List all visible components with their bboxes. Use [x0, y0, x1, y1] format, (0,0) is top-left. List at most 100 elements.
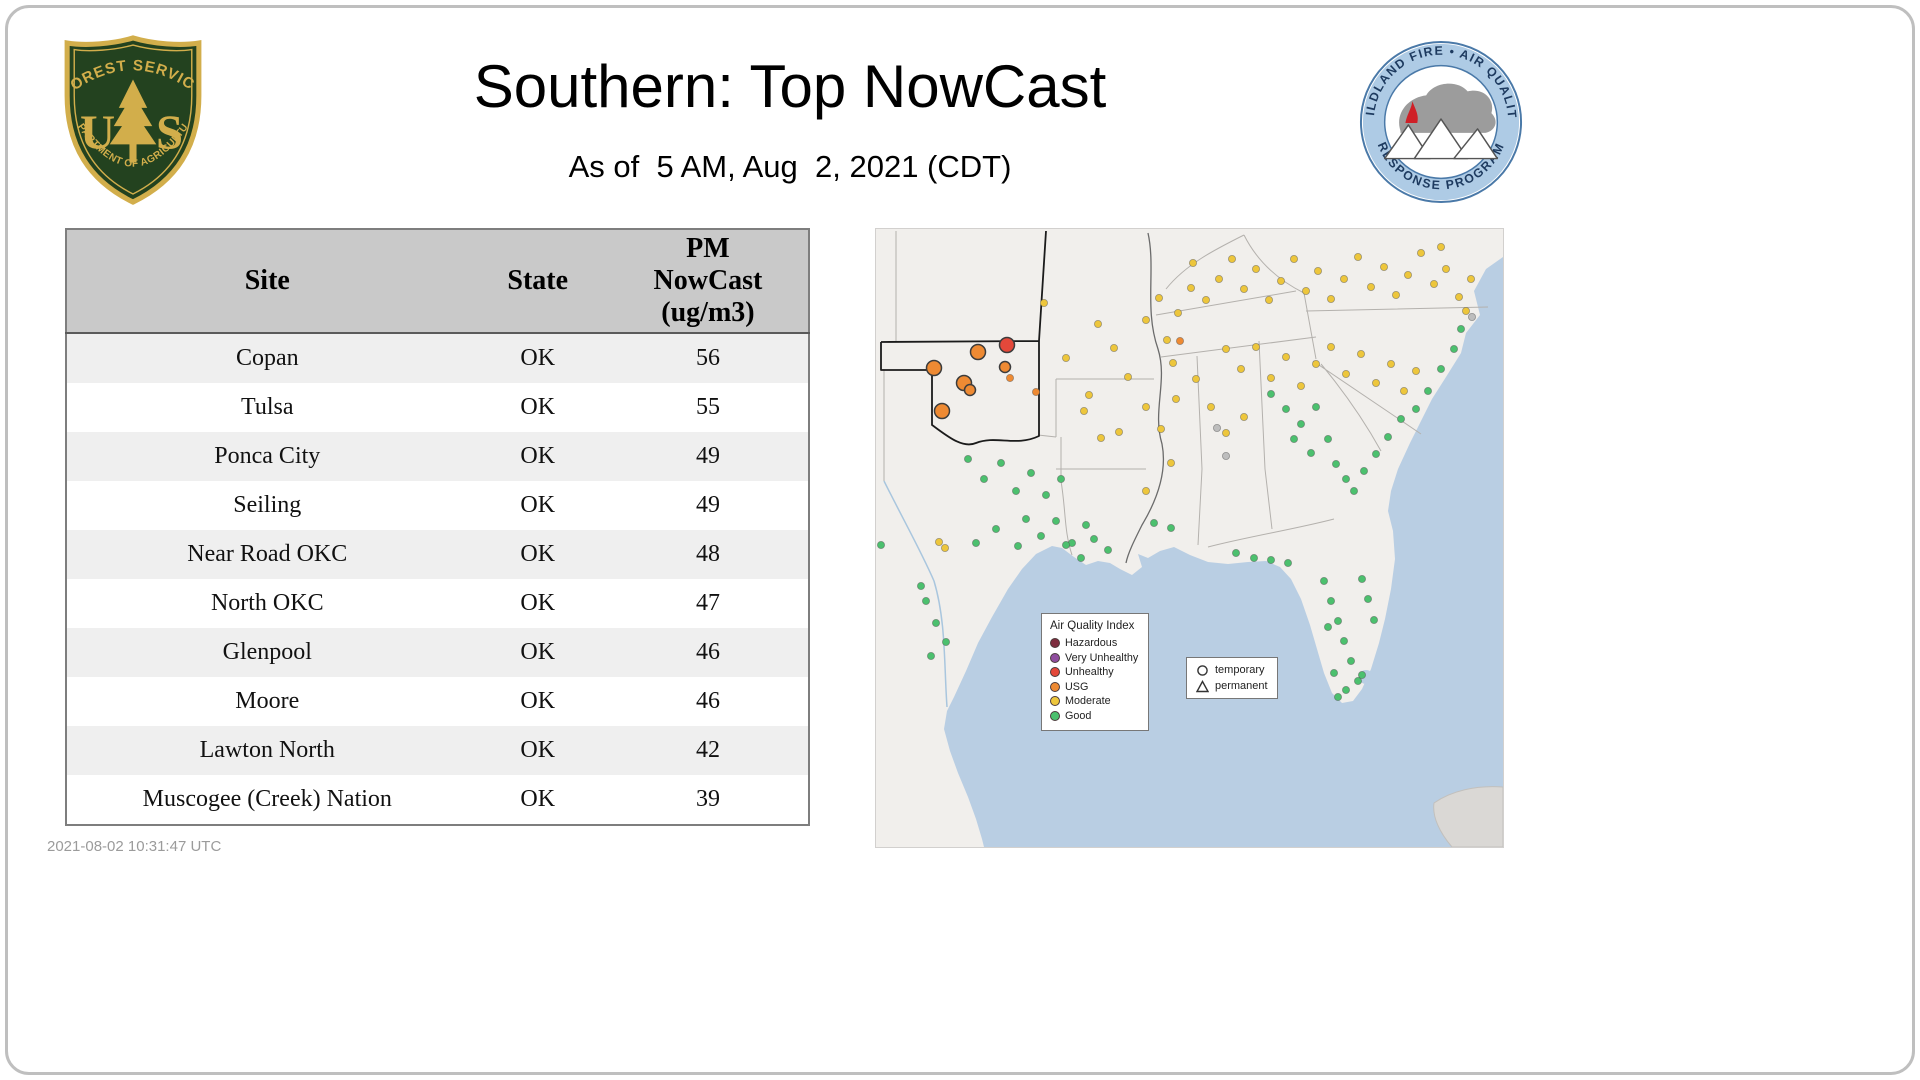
- site-cell: Lawton North: [199, 737, 335, 763]
- site-dot-moderate: [1266, 373, 1275, 382]
- map-svg: [876, 229, 1503, 847]
- page-subtitle: As of 5 AM, Aug 2, 2021 (CDT): [568, 149, 1012, 184]
- table-row: Glenpool OK 46: [66, 628, 809, 677]
- site-dot-moderate: [1326, 343, 1335, 352]
- aqi-legend-title: Air Quality Index: [1050, 620, 1135, 632]
- wfaqrp-logo-icon: WILDLAND FIRE • AIR QUALITY RESPONSE PRO…: [1350, 27, 1523, 204]
- site-dot-moderate: [1289, 254, 1298, 263]
- aqi-legend-label: Good: [1065, 709, 1092, 722]
- site-dot-good: [1383, 432, 1392, 441]
- state-cell: OK: [520, 541, 556, 567]
- header: Southern: Top NowCast As of 5 AM, Aug 2,…: [0, 0, 1580, 185]
- site-dot-good: [1296, 419, 1305, 428]
- rio-grande-river: [883, 480, 948, 708]
- aqi-legend-item: Good: [1050, 709, 1138, 724]
- site-dot-moderate: [1162, 336, 1171, 345]
- marker-legend-item-permanent: permanent: [1196, 678, 1268, 694]
- nowcast-table-header: Site State PM NowCast (ug/m3): [66, 229, 809, 334]
- dots-layer: [877, 242, 1477, 701]
- usfs-shield-icon: FOREST SERVICE U S DEPARTMENT OF AGRICUL…: [51, 20, 202, 205]
- pine-tree-icon: [109, 79, 157, 163]
- site-dot-moderate: [1166, 458, 1175, 467]
- table-row: Lawton North OK 42: [66, 726, 809, 775]
- site-dot-good: [1051, 516, 1060, 525]
- table-row: Ponca City OK 49: [66, 432, 809, 481]
- state-cell: OK: [520, 394, 556, 420]
- site-dot-moderate: [1276, 277, 1285, 286]
- site-dot-good: [1363, 594, 1372, 603]
- state-cell: OK: [520, 492, 556, 518]
- site-dot-moderate: [1251, 265, 1260, 274]
- site-dot-moderate: [1061, 354, 1070, 363]
- site-dot-moderate: [1353, 252, 1362, 261]
- value-cell: 46: [695, 688, 720, 714]
- flame-icon: [1405, 101, 1418, 123]
- aqi-legend-label: Unhealthy: [1065, 666, 1114, 679]
- site-dot-good: [877, 540, 885, 549]
- site-dot-good: [1249, 553, 1258, 562]
- site-dot-moderate: [1281, 353, 1290, 362]
- site-dot-moderate: [1156, 424, 1165, 433]
- site-dot-good: [942, 637, 951, 646]
- state-cell: OK: [520, 786, 556, 812]
- table-row: Moore OK 46: [66, 677, 809, 726]
- site-dot-moderate: [1455, 293, 1464, 302]
- site-dot-moderate: [1141, 402, 1150, 411]
- site-dot-moderate: [1430, 280, 1439, 289]
- site-dot-good: [1103, 545, 1112, 554]
- temporary-marker-icon: [1197, 664, 1208, 676]
- value-cell: 42: [695, 737, 720, 763]
- site-dot-good: [1333, 616, 1342, 625]
- site-dot-moderate: [1227, 254, 1236, 263]
- site-dot-good: [1289, 434, 1298, 443]
- site-dot-usg: [1005, 373, 1014, 382]
- site-dot-moderate: [1251, 343, 1260, 352]
- site-dot-usg: [933, 402, 951, 420]
- site-dot-moderate: [1171, 394, 1180, 403]
- site-dot-moderate: [1154, 294, 1163, 303]
- site-dot-good: [1149, 518, 1158, 527]
- site-dot-good: [1306, 448, 1315, 457]
- usfs-shield-logo: FOREST SERVICE U S DEPARTMENT OF AGRICUL…: [51, 20, 209, 213]
- site-dot-moderate: [941, 543, 950, 552]
- site-dot-moderate: [1186, 284, 1195, 293]
- site-dot-moderate: [1412, 366, 1421, 375]
- value-cell: 56: [695, 345, 720, 371]
- site-dot-moderate: [1079, 406, 1088, 415]
- site-dot-moderate: [1264, 296, 1273, 305]
- wfaqrp-logo: WILDLAND FIRE • AIR QUALITY RESPONSE PRO…: [1350, 27, 1525, 211]
- site-dot-moderate: [1339, 275, 1348, 284]
- aqi-color-dot: [1050, 667, 1060, 678]
- site-dot-good: [1357, 670, 1366, 679]
- site-dot-moderate: [1467, 275, 1476, 284]
- site-dot-gray: [1212, 423, 1221, 432]
- state-cell: OK: [520, 639, 556, 665]
- site-dot-good: [932, 618, 941, 627]
- site-cell: North OKC: [210, 590, 324, 616]
- site-dot-moderate: [1311, 359, 1320, 368]
- site-dot-good: [1326, 596, 1335, 605]
- site-cell: Seiling: [233, 492, 302, 518]
- site-dot-good: [992, 524, 1001, 533]
- site-dot-moderate: [1379, 263, 1388, 272]
- state-cell: OK: [520, 443, 556, 469]
- site-dot-good: [1333, 692, 1342, 701]
- site-dot-good: [1041, 490, 1050, 499]
- aqi-legend-label: Hazardous: [1065, 637, 1118, 650]
- site-dot-good: [917, 581, 926, 590]
- site-dot-moderate: [1096, 433, 1105, 442]
- site-dot-moderate: [1093, 320, 1102, 329]
- site-dot-moderate: [1442, 265, 1451, 274]
- site-dot-good: [1319, 576, 1328, 585]
- site-dot-moderate: [1296, 381, 1305, 390]
- table-row: Muscogee (Creek) Nation OK 39: [66, 775, 809, 825]
- site-dot-good: [1437, 364, 1446, 373]
- aqi-color-dot: [1050, 638, 1060, 649]
- site-dot-moderate: [1366, 283, 1375, 292]
- site-dot-moderate: [1221, 428, 1230, 437]
- aqi-color-dot: [1050, 710, 1060, 721]
- site-dot-moderate: [1201, 296, 1210, 305]
- site-dot-moderate: [1039, 299, 1048, 308]
- aqi-color-dot: [1050, 681, 1060, 692]
- site-dot-good: [1061, 540, 1070, 549]
